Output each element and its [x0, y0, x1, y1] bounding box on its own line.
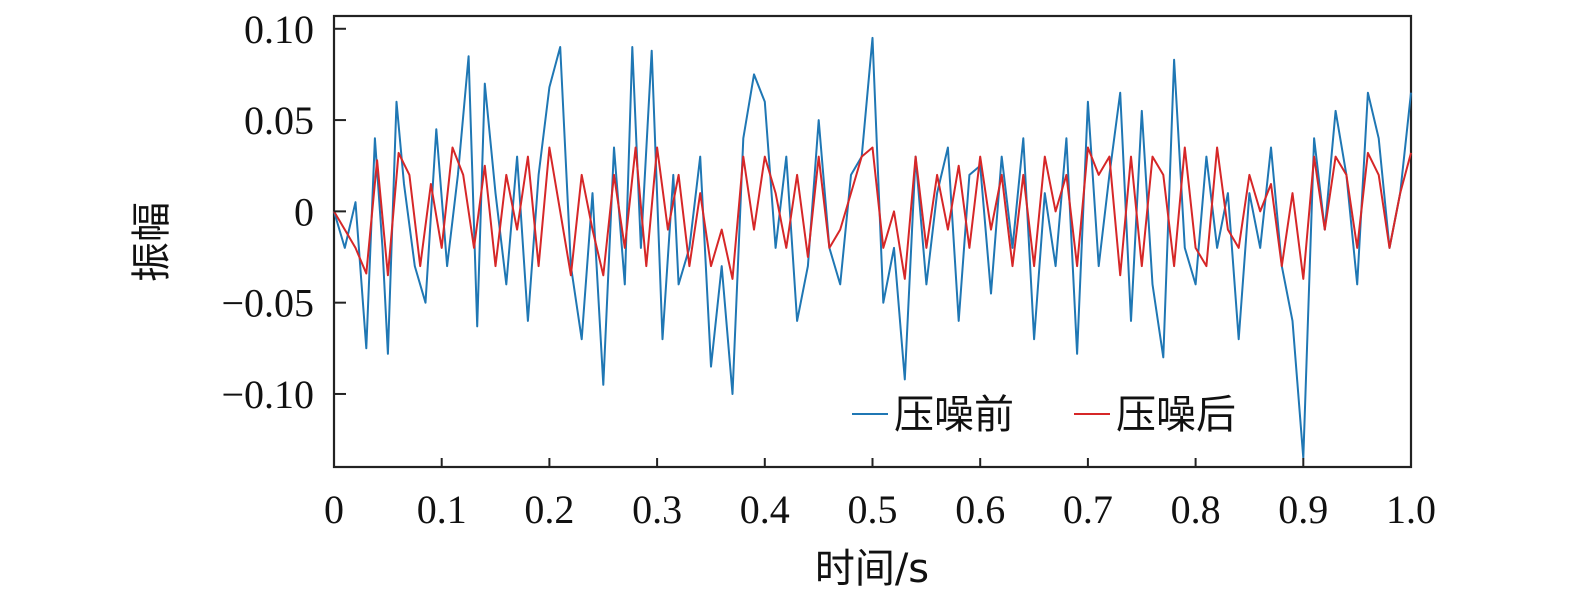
series-line-after-denoise — [333, 146, 1412, 280]
x-axis-ticks: 0 0.1 0.2 0.3 0.4 0.5 0.6 0.7 0.8 0.9 1.0 — [324, 458, 1436, 532]
y-tick-label: −0.05 — [221, 281, 314, 326]
y-axis-title: 振幅 — [129, 202, 175, 282]
x-axis-title: 时间/s — [815, 546, 929, 592]
x-tick-label: 1.0 — [1386, 487, 1436, 532]
plot-frame — [332, 14, 1413, 469]
y-tick-label: 0 — [294, 189, 314, 234]
x-tick-label: 0.7 — [1063, 487, 1113, 532]
x-tick-label: 0.6 — [955, 487, 1005, 532]
y-tick-label: −0.10 — [221, 372, 314, 417]
x-tick-label: 0.9 — [1278, 487, 1328, 532]
legend: 压噪前 压噪后 — [852, 392, 1236, 438]
y-axis-ticks: 0.10 0.05 0 −0.05 −0.10 — [221, 7, 346, 417]
legend-label-before: 压噪前 — [894, 392, 1014, 438]
x-tick-label: 0.8 — [1171, 487, 1221, 532]
x-tick-label: 0.1 — [417, 487, 467, 532]
x-tick-label: 0.2 — [524, 487, 574, 532]
x-tick-label: 0.5 — [848, 487, 898, 532]
y-tick-label: 0.10 — [244, 7, 314, 52]
x-tick-label: 0.4 — [740, 487, 790, 532]
x-tick-label: 0 — [324, 487, 344, 532]
series-line-before-denoise — [333, 36, 1412, 459]
x-tick-label: 0.3 — [632, 487, 682, 532]
legend-label-after: 压噪后 — [1116, 392, 1236, 438]
y-tick-label: 0.05 — [244, 98, 314, 143]
